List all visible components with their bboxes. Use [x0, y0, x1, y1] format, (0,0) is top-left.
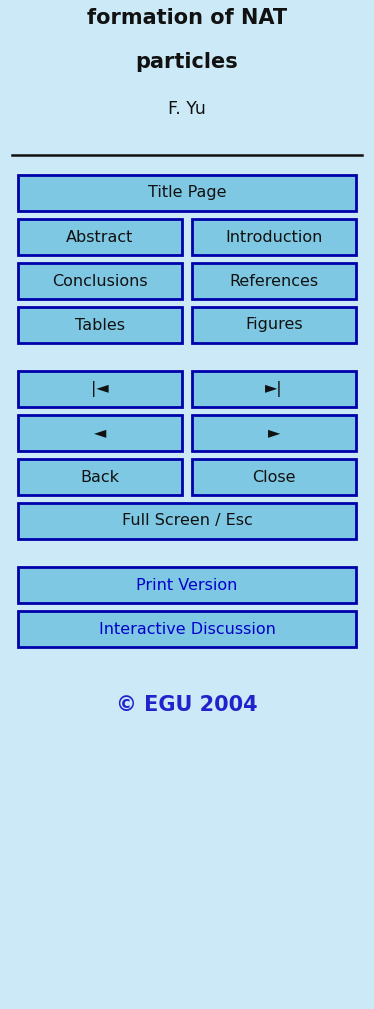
Text: Abstract: Abstract: [66, 229, 134, 244]
FancyBboxPatch shape: [192, 219, 356, 255]
Text: F. Yu: F. Yu: [168, 100, 206, 118]
FancyBboxPatch shape: [18, 567, 356, 603]
FancyBboxPatch shape: [18, 219, 182, 255]
FancyBboxPatch shape: [192, 371, 356, 407]
FancyBboxPatch shape: [18, 307, 182, 343]
FancyBboxPatch shape: [18, 459, 182, 495]
FancyBboxPatch shape: [192, 415, 356, 451]
FancyBboxPatch shape: [18, 175, 356, 211]
Text: References: References: [229, 273, 319, 289]
Text: ►: ►: [268, 426, 280, 441]
Text: Tables: Tables: [75, 318, 125, 333]
FancyBboxPatch shape: [192, 307, 356, 343]
Text: © EGU 2004: © EGU 2004: [116, 695, 258, 715]
Text: Print Version: Print Version: [136, 577, 238, 592]
FancyBboxPatch shape: [18, 611, 356, 647]
FancyBboxPatch shape: [18, 415, 182, 451]
Text: Title Page: Title Page: [148, 186, 226, 201]
FancyBboxPatch shape: [18, 503, 356, 539]
Text: Introduction: Introduction: [225, 229, 323, 244]
Text: particles: particles: [136, 52, 238, 72]
Text: Interactive Discussion: Interactive Discussion: [99, 622, 275, 637]
Text: Full Screen / Esc: Full Screen / Esc: [122, 514, 252, 529]
Text: ◄: ◄: [94, 426, 106, 441]
FancyBboxPatch shape: [18, 263, 182, 299]
Text: formation of NAT: formation of NAT: [87, 8, 287, 28]
Text: Back: Back: [80, 469, 120, 484]
Text: Figures: Figures: [245, 318, 303, 333]
Text: Close: Close: [252, 469, 296, 484]
FancyBboxPatch shape: [192, 263, 356, 299]
Text: Conclusions: Conclusions: [52, 273, 148, 289]
Text: ►|: ►|: [265, 381, 283, 397]
Text: |◄: |◄: [91, 381, 109, 397]
FancyBboxPatch shape: [18, 371, 182, 407]
FancyBboxPatch shape: [192, 459, 356, 495]
